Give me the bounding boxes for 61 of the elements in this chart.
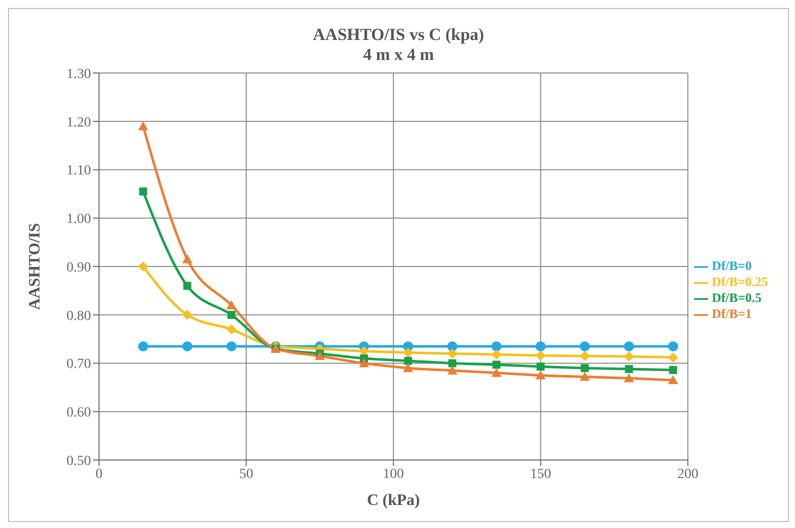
- x-axis-title: C (kPa): [366, 492, 420, 509]
- x-tick-label: 50: [239, 466, 254, 482]
- point: [536, 350, 546, 361]
- point: [226, 300, 236, 310]
- point: [669, 366, 678, 374]
- point: [668, 375, 678, 384]
- y-tick-label: 1.00: [66, 212, 91, 228]
- point: [492, 360, 500, 369]
- chart-subtitle: 4 m x 4 m: [362, 45, 435, 65]
- point: [358, 358, 369, 368]
- point: [624, 351, 634, 362]
- point: [403, 348, 414, 358]
- point: [580, 364, 589, 372]
- point: [491, 350, 502, 360]
- y-tick-label: 1.10: [66, 164, 91, 179]
- x-tick-label: 150: [530, 466, 552, 482]
- y-tick-label: 1.20: [66, 115, 91, 130]
- point: [139, 188, 148, 196]
- legend-label: Df/B=1: [712, 306, 752, 322]
- x-tick-label: 200: [677, 466, 698, 482]
- y-tick-label: 0.70: [66, 357, 91, 372]
- legend-label: Df/B=0: [712, 258, 752, 273]
- point: [138, 121, 148, 130]
- point: [668, 352, 678, 362]
- point: [227, 310, 236, 319]
- y-tick-label: 0.90: [66, 260, 91, 276]
- point: [404, 356, 412, 365]
- point: [138, 341, 148, 352]
- x-tick-label: 100: [382, 466, 404, 482]
- point: [491, 368, 502, 377]
- y-tick-label: 1.30: [66, 66, 91, 82]
- point: [226, 341, 236, 352]
- point: [448, 359, 456, 368]
- point: [182, 254, 192, 264]
- point: [536, 362, 545, 371]
- point: [536, 341, 546, 352]
- point: [226, 324, 236, 334]
- x-tick-label: 0: [96, 466, 102, 482]
- point: [624, 365, 633, 374]
- y-tick-label: 0.80: [66, 308, 91, 324]
- point: [624, 373, 634, 382]
- point: [447, 348, 458, 359]
- point: [182, 310, 192, 320]
- point: [624, 341, 634, 352]
- point: [536, 370, 546, 380]
- point: [182, 341, 192, 352]
- legend-label: Df/B=0.25: [712, 274, 768, 289]
- y-tick-label: 0.50: [66, 454, 91, 469]
- point: [668, 341, 678, 352]
- y-tick-label: 0.60: [66, 406, 91, 421]
- point: [403, 363, 414, 372]
- point: [580, 350, 590, 361]
- point: [580, 341, 590, 352]
- point: [447, 366, 458, 375]
- chart-title: AASHTO/IS vs C (kpa): [312, 25, 486, 45]
- point: [138, 262, 148, 272]
- y-axis-title: AASHTO/IS: [26, 222, 44, 310]
- point: [580, 372, 590, 381]
- legend-label: Df/B=0.5: [712, 290, 762, 305]
- point: [491, 341, 502, 352]
- point: [183, 282, 192, 290]
